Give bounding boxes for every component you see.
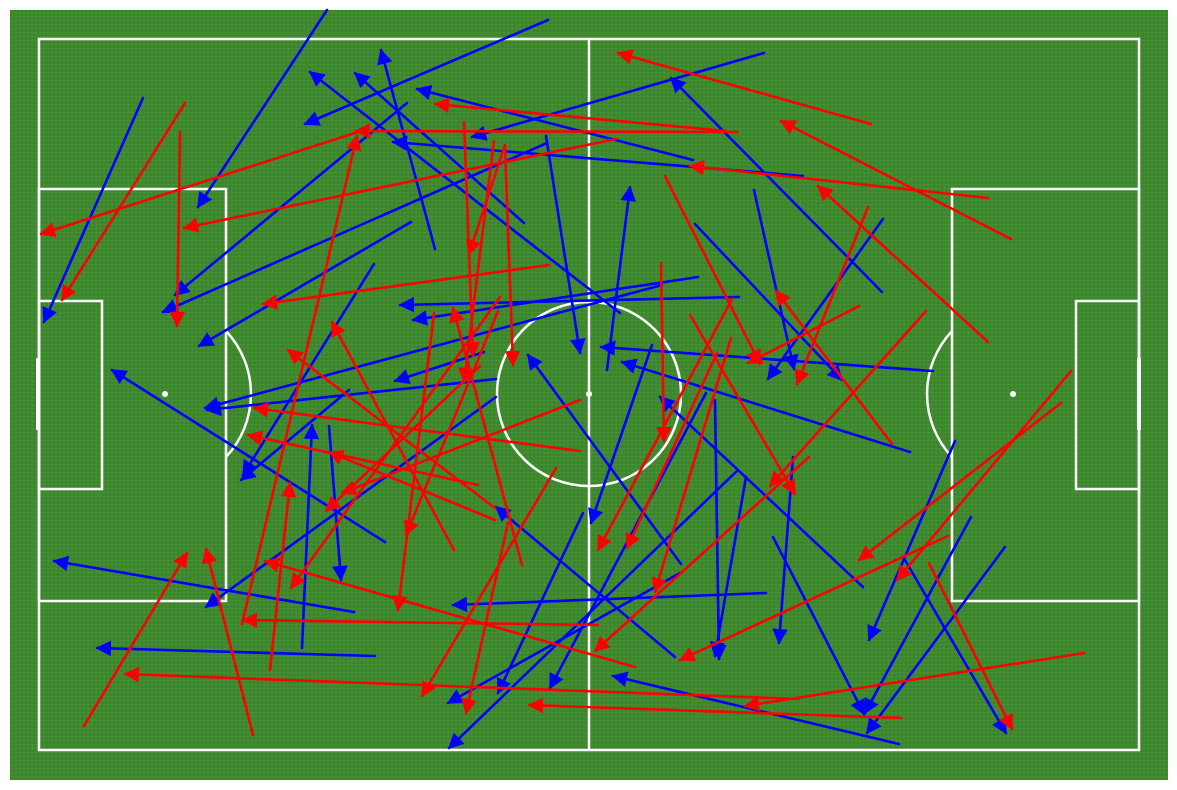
red-pass-arrow-35 <box>241 612 600 628</box>
center-spot <box>586 391 592 397</box>
red-pass-arrow-42 <box>391 311 436 612</box>
blue-pass-arrow-33 <box>605 185 636 372</box>
blue-pass-arrow-26 <box>95 640 377 658</box>
blue-pass-arrow-29 <box>766 217 885 381</box>
blue-pass-arrow-20 <box>110 368 387 544</box>
red-pass-arrow-14 <box>779 119 1013 241</box>
red-pass-arrow-13 <box>688 159 990 200</box>
blue-pass-arrow-3 <box>42 96 145 324</box>
blue-pass-arrow-48 <box>867 439 957 642</box>
red-pass-arrow-37 <box>461 521 510 715</box>
red-pass-arrow-24 <box>688 313 797 496</box>
red-pass-arrow-23 <box>655 261 672 443</box>
red-pass-arrow-36 <box>420 466 558 698</box>
blue-pass-arrow-15 <box>197 220 413 348</box>
red-pass-arrow-26 <box>857 401 1063 562</box>
blue-pass-arrow-5 <box>470 51 766 141</box>
red-pass-arrow-50 <box>324 364 482 513</box>
red-pass-arrow-15 <box>816 184 990 344</box>
blue-pass-arrow-38 <box>710 398 727 661</box>
blue-pass-arrow-42 <box>446 571 682 705</box>
blue-pass-arrow-51 <box>903 558 1008 735</box>
red-pass-arrow-47 <box>201 547 255 737</box>
blue-pass-arrow-32 <box>620 358 912 454</box>
blue-pass-arrow-34 <box>588 343 654 525</box>
blue-pass-arrow-28 <box>752 188 799 371</box>
blue-pass-arrow-10 <box>544 134 586 355</box>
blue-pass-arrow-9 <box>161 141 549 314</box>
red-pass-arrow-9 <box>261 263 551 310</box>
red-pass-arrow-20 <box>651 336 733 594</box>
red-pass-arrow-16 <box>794 205 870 386</box>
red-pass-arrow-40 <box>449 306 524 567</box>
blue-pass-arrow-25 <box>52 555 356 614</box>
blue-pass-arrow-14 <box>398 295 741 313</box>
red-pass-arrow-25 <box>774 289 894 446</box>
red-pass-arrow-12 <box>503 145 521 367</box>
blue-pass-arrow-43 <box>496 511 585 695</box>
red-pass-arrow-21 <box>625 351 719 550</box>
red-pass-arrow-32 <box>527 697 903 720</box>
red-pass-arrow-41 <box>404 309 500 537</box>
red-pass-arrow-7 <box>182 137 618 233</box>
red-pass-arrow-1 <box>616 49 873 126</box>
red-pass-arrow-45 <box>330 320 456 552</box>
red-pass-arrow-5 <box>60 101 187 302</box>
red-pass-arrow-30 <box>678 534 950 662</box>
red-pass-arrow-29 <box>593 455 811 653</box>
blue-pass-arrow-17 <box>203 283 664 412</box>
blue-pass-arrow-22 <box>239 388 351 482</box>
red-pass-arrow-48 <box>82 551 189 728</box>
red-pass-arrow-49 <box>240 134 362 626</box>
blue-pass-arrow-36 <box>658 395 865 589</box>
blue-pass-arrow-47 <box>771 535 866 716</box>
red-pass-arrow-52 <box>246 430 480 487</box>
blue-pass-arrow-44 <box>494 505 677 659</box>
blue-pass-arrow-41 <box>447 468 740 750</box>
blue-pass-arrow-30 <box>693 222 844 382</box>
right-penalty-arc <box>925 330 953 458</box>
blue-pass-arrow-49 <box>863 515 973 715</box>
red-pass-arrow-39 <box>252 402 582 453</box>
left-penalty-spot <box>162 391 168 397</box>
red-pass-arrow-3 <box>354 123 739 139</box>
red-pass-arrow-51 <box>327 450 497 522</box>
red-pass-arrow-4 <box>39 129 363 238</box>
blue-pass-arrow-37 <box>709 475 748 658</box>
blue-pass-arrow-24 <box>300 423 320 650</box>
blue-pass-arrow-1 <box>196 8 329 209</box>
blue-pass-arrow-2 <box>303 18 550 126</box>
red-pass-arrow-19 <box>768 309 928 488</box>
red-pass-arrow-17 <box>746 304 861 365</box>
red-pass-arrow-34 <box>263 557 637 669</box>
blue-pass-arrow-50 <box>865 545 1007 735</box>
red-pass-arrow-28 <box>927 561 1014 731</box>
blue-pass-arrow-35 <box>526 353 683 566</box>
red-pass-arrow-46 <box>268 481 297 672</box>
red-team-passes <box>39 49 1086 737</box>
red-pass-arrow-2 <box>433 97 728 133</box>
blue-pass-arrow-11 <box>415 84 695 162</box>
red-pass-arrow-38 <box>340 398 582 496</box>
pitch-spots <box>162 391 1016 397</box>
blue-pass-arrow-39 <box>451 591 768 613</box>
red-pass-arrow-31 <box>743 651 1086 712</box>
left-penalty-arc <box>225 330 253 458</box>
blue-pass-arrow-7 <box>353 71 526 225</box>
right-penalty-spot <box>1010 391 1016 397</box>
red-pass-arrow-6 <box>169 130 186 328</box>
red-pass-arrow-18 <box>663 174 762 366</box>
